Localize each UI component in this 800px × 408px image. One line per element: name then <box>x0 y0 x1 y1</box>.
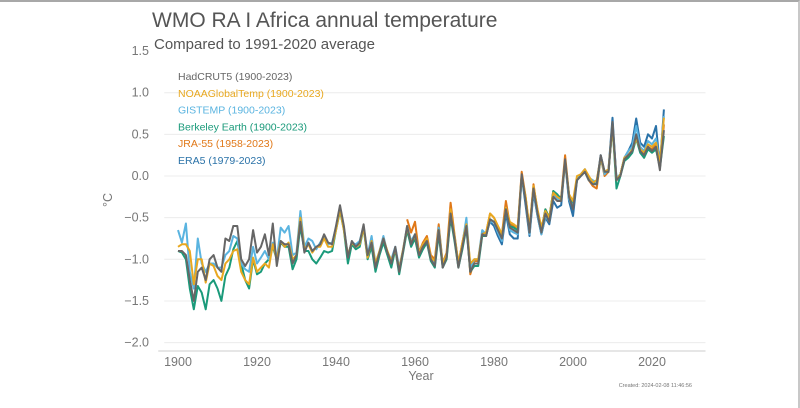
series-line-noaaglobaltemp <box>177 117 665 286</box>
y-tick-label: −1.5 <box>124 294 149 308</box>
x-tick-label: 2000 <box>559 355 587 369</box>
x-tick-label: 1980 <box>480 355 508 369</box>
y-tick-label: −0.5 <box>124 211 149 225</box>
y-tick-label: 1.0 <box>132 86 149 100</box>
legend-item: GISTEMP (1900-2023) <box>178 105 285 117</box>
x-axis-ticks: 1900 1920 1940 1960 1980 2000 2020 <box>164 355 666 369</box>
y-axis-ticks: −2.0 −1.5 −1.0 −0.5 0.0 0.5 1.0 1.5 <box>124 44 149 350</box>
y-axis-label: °C <box>101 193 115 207</box>
x-tick-label: 1940 <box>322 355 350 369</box>
legend-item: ERA5 (1979-2023) <box>178 155 266 167</box>
legend: HadCRUT5 (1900-2023) NOAAGlobalTemp (1900… <box>178 71 324 167</box>
x-tick-label: 1920 <box>243 355 271 369</box>
x-tick-label: 1900 <box>164 355 192 369</box>
chart-subtitle: Compared to 1991-2020 average <box>154 36 375 53</box>
x-tick-label: 2020 <box>638 355 666 369</box>
series-lines <box>177 109 665 311</box>
x-axis-label: Year <box>408 369 433 383</box>
chart-title: WMO RA I Africa annual temperature <box>152 9 497 32</box>
y-tick-label: 1.5 <box>132 44 149 58</box>
x-tick-label: 1960 <box>401 355 429 369</box>
legend-item: Berkeley Earth (1900-2023) <box>178 121 307 133</box>
series-line-hadcrut5 <box>178 120 665 302</box>
y-tick-label: 0.5 <box>132 127 149 141</box>
y-tick-label: 0.0 <box>132 169 149 183</box>
legend-item: JRA-55 (1958-2023) <box>178 138 273 150</box>
y-tick-label: −2.0 <box>124 336 149 350</box>
legend-item: HadCRUT5 (1900-2023) <box>178 71 292 83</box>
y-tick-label: −1.0 <box>124 252 149 266</box>
created-timestamp: Created: 2024-02-08 11:46:56 <box>619 383 692 389</box>
legend-item: NOAAGlobalTemp (1900-2023) <box>178 88 324 100</box>
